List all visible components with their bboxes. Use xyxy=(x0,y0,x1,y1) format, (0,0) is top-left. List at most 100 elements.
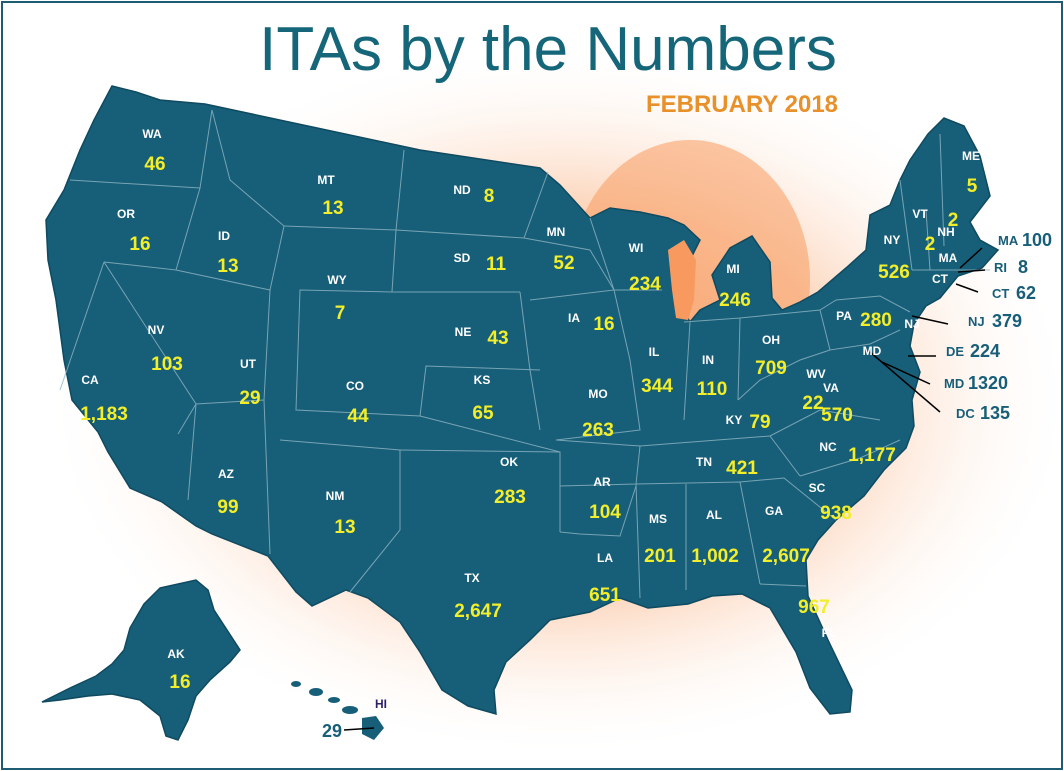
state-value-wi: 234 xyxy=(629,274,661,295)
callout-abbr-nj: NJ xyxy=(968,314,985,329)
state-borders xyxy=(59,109,990,599)
callout-abbr-ma: MA xyxy=(998,233,1019,248)
state-value-sc: 938 xyxy=(820,503,852,524)
state-value-vt: 2 xyxy=(948,210,959,231)
state-value-tx: 2,647 xyxy=(454,601,502,622)
state-value-az: 99 xyxy=(217,497,238,518)
state-abbr-ga: GA xyxy=(765,504,783,518)
state-abbr-ok: OK xyxy=(500,455,518,469)
state-abbr-tn: TN xyxy=(696,455,712,469)
state-value-or: 16 xyxy=(129,234,150,255)
state-value-nv: 103 xyxy=(151,354,183,375)
state-abbr-ks: KS xyxy=(474,373,491,387)
state-abbr-az: AZ xyxy=(218,467,234,481)
state-value-la: 651 xyxy=(589,585,621,606)
state-abbr-ms: MS xyxy=(649,512,667,526)
state-abbr-me: ME xyxy=(962,149,980,163)
state-labels: WA 46 OR 16 CA 1,183 NV 103 ID 13 MT 13 WY 7 UT 29 AZ 99 C… xyxy=(80,127,1052,741)
state-abbr-wy: WY xyxy=(327,273,346,287)
state-abbr-wa: WA xyxy=(142,127,162,141)
callout-lines xyxy=(343,247,986,731)
state-abbr-ma-map: MA xyxy=(939,251,958,265)
state-value-nm: 13 xyxy=(334,517,355,538)
state-value-mt: 13 xyxy=(322,198,343,219)
state-abbr-il: IL xyxy=(649,345,660,359)
state-value-pa: 280 xyxy=(860,310,892,331)
state-abbr-ia: IA xyxy=(568,311,580,325)
state-abbr-pa: PA xyxy=(836,309,852,323)
callout-value-ma: 100 xyxy=(1022,230,1052,250)
callout-value-de: 224 xyxy=(970,341,1000,361)
callout-value-ri: 8 xyxy=(1018,257,1028,277)
state-abbr-mi: MI xyxy=(726,262,739,276)
state-value-va: 570 xyxy=(821,405,853,426)
state-value-ia: 16 xyxy=(593,314,614,335)
state-value-mo: 263 xyxy=(582,420,614,441)
callout-value-dc: 135 xyxy=(980,403,1010,423)
alaska-shape xyxy=(41,579,241,741)
state-abbr-nv: NV xyxy=(148,323,165,337)
state-abbr-la: LA xyxy=(597,551,613,565)
state-value-mi: 246 xyxy=(719,290,751,311)
state-abbr-nm: NM xyxy=(326,489,345,503)
state-abbr-ar: AR xyxy=(593,475,611,489)
state-value-me: 5 xyxy=(967,176,978,197)
state-abbr-mt: MT xyxy=(317,173,335,187)
callout-value-md: 1320 xyxy=(968,373,1008,393)
state-value-mn: 52 xyxy=(553,253,574,274)
state-abbr-ny: NY xyxy=(884,233,901,247)
page-subtitle: FEBRUARY 2018 xyxy=(646,91,838,118)
state-value-ne: 43 xyxy=(487,328,508,349)
state-value-ut: 29 xyxy=(239,388,260,409)
state-value-ky: 79 xyxy=(749,412,770,433)
state-abbr-in: IN xyxy=(702,353,714,367)
state-value-id: 13 xyxy=(217,256,238,277)
state-abbr-nj-map: NJ xyxy=(904,317,919,331)
state-abbr-sc: SC xyxy=(809,481,826,495)
state-value-in: 110 xyxy=(697,379,728,400)
callout-abbr-dc: DC xyxy=(956,406,975,421)
state-abbr-ut: UT xyxy=(240,357,257,371)
state-value-wy: 7 xyxy=(335,303,346,324)
hawaii-abbr: HI xyxy=(375,697,387,711)
callout-abbr-md: MD xyxy=(944,376,964,391)
callout-abbr-ri: RI xyxy=(994,260,1007,275)
state-value-ar: 104 xyxy=(589,502,621,523)
state-abbr-or: OR xyxy=(117,207,135,221)
lake-michigan xyxy=(668,240,696,320)
state-abbr-va: VA xyxy=(823,381,839,395)
state-value-ks: 65 xyxy=(472,403,494,424)
state-value-ms: 201 xyxy=(644,546,676,567)
state-value-ca: 1,183 xyxy=(80,404,128,425)
state-value-ok: 283 xyxy=(494,487,526,508)
state-abbr-md-map: MD xyxy=(863,344,882,358)
state-abbr-vt: VT xyxy=(912,207,928,221)
state-abbr-al: AL xyxy=(706,508,722,522)
state-abbr-nc: NC xyxy=(819,440,837,454)
state-abbr-wv: WV xyxy=(806,367,825,381)
state-abbr-oh: OH xyxy=(762,333,780,347)
state-value-oh: 709 xyxy=(755,358,787,379)
state-abbr-sd: SD xyxy=(454,251,471,265)
page-title: ITAs by the Numbers xyxy=(259,15,837,84)
state-abbr-ne: NE xyxy=(455,325,472,339)
contiguous-us-shape xyxy=(45,85,1000,716)
state-abbr-id: ID xyxy=(218,229,230,243)
state-abbr-ak: AK xyxy=(167,647,185,661)
state-abbr-ky: KY xyxy=(726,413,743,427)
callout-value-nj: 379 xyxy=(992,311,1022,331)
state-value-sd: 11 xyxy=(486,254,507,275)
state-value-co: 44 xyxy=(347,406,369,427)
state-value-wv: 22 xyxy=(802,393,823,414)
state-abbr-nh: NH xyxy=(937,225,954,239)
state-value-fl: 967 xyxy=(798,597,830,618)
state-value-al: 1,002 xyxy=(691,546,739,567)
state-abbr-tx: TX xyxy=(464,571,479,585)
state-abbr-mn: MN xyxy=(547,225,566,239)
callout-abbr-de: DE xyxy=(946,344,964,359)
state-abbr-mo: MO xyxy=(588,387,607,401)
state-abbr-co: CO xyxy=(346,379,364,393)
state-abbr-nd: ND xyxy=(453,183,471,197)
callout-abbr-ct: CT xyxy=(992,286,1009,301)
